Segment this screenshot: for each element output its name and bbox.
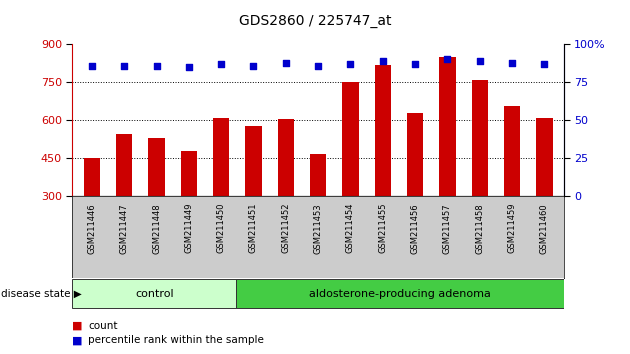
- Point: [216, 61, 226, 67]
- Point: [281, 60, 291, 65]
- Text: count: count: [88, 321, 118, 331]
- Text: GSM211449: GSM211449: [185, 203, 193, 253]
- Point: [539, 61, 549, 67]
- Text: ■: ■: [72, 321, 83, 331]
- Bar: [407, 113, 423, 196]
- Text: GSM211452: GSM211452: [282, 203, 290, 253]
- Bar: [375, 64, 391, 196]
- Point: [119, 63, 129, 68]
- Text: GSM211456: GSM211456: [411, 203, 420, 253]
- Point: [475, 58, 485, 64]
- Bar: [236, 280, 564, 308]
- Bar: [72, 280, 236, 308]
- Point: [442, 57, 452, 62]
- Bar: [472, 80, 488, 196]
- Text: GSM211457: GSM211457: [443, 203, 452, 253]
- Text: GSM211450: GSM211450: [217, 203, 226, 253]
- Point: [151, 63, 161, 68]
- Text: GSM211448: GSM211448: [152, 203, 161, 253]
- Point: [345, 61, 355, 67]
- Point: [248, 63, 258, 68]
- Bar: [246, 126, 261, 196]
- Text: GSM211460: GSM211460: [540, 203, 549, 253]
- Text: GSM211446: GSM211446: [88, 203, 96, 253]
- Text: control: control: [135, 289, 174, 299]
- Bar: [181, 151, 197, 196]
- Bar: [504, 107, 520, 196]
- Text: ■: ■: [72, 335, 83, 345]
- Bar: [149, 138, 164, 196]
- Text: GSM211455: GSM211455: [378, 203, 387, 253]
- Bar: [278, 119, 294, 196]
- Bar: [342, 82, 358, 196]
- Point: [410, 61, 420, 67]
- Bar: [116, 134, 132, 196]
- Text: GSM211447: GSM211447: [120, 203, 129, 253]
- Bar: [439, 57, 455, 196]
- Text: percentile rank within the sample: percentile rank within the sample: [88, 335, 264, 345]
- Text: disease state ▶: disease state ▶: [1, 289, 82, 299]
- Text: GSM211458: GSM211458: [475, 203, 484, 253]
- Bar: [310, 154, 326, 196]
- Point: [184, 64, 194, 70]
- Text: GSM211459: GSM211459: [508, 203, 517, 253]
- Point: [378, 58, 388, 64]
- Bar: [536, 118, 553, 196]
- Text: GSM211453: GSM211453: [314, 203, 323, 253]
- Point: [313, 63, 323, 68]
- Text: aldosterone-producing adenoma: aldosterone-producing adenoma: [309, 289, 491, 299]
- Point: [507, 60, 517, 65]
- Text: GSM211451: GSM211451: [249, 203, 258, 253]
- Text: GDS2860 / 225747_at: GDS2860 / 225747_at: [239, 14, 391, 28]
- Bar: [213, 118, 229, 196]
- Text: GSM211454: GSM211454: [346, 203, 355, 253]
- Bar: [84, 158, 100, 196]
- Point: [87, 63, 97, 68]
